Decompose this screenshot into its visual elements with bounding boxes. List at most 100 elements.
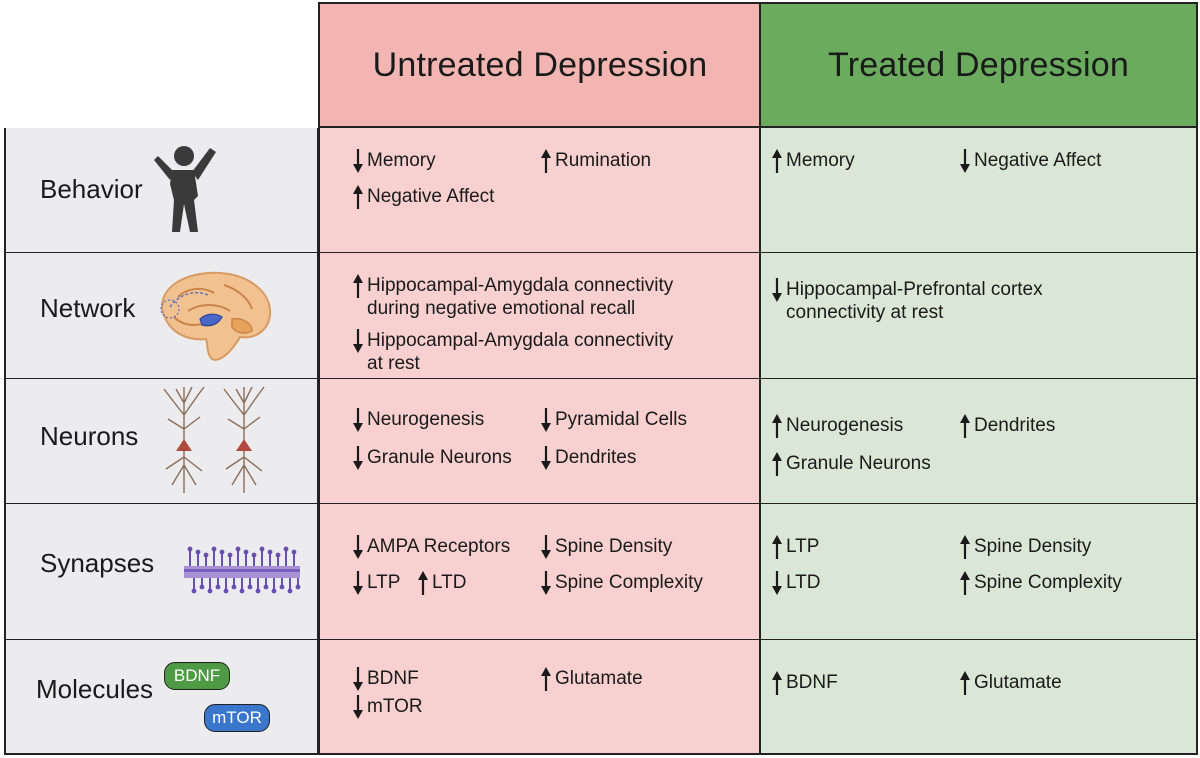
finding-text: Negative Affect	[367, 185, 494, 208]
finding-text: Hippocampal-Amygdala connectivity during …	[367, 274, 673, 320]
finding-line: Hippocampal-Amygdala connectivity	[367, 275, 674, 296]
finding-line: AMPA Receptors	[367, 536, 511, 557]
arrow-down-icon	[772, 571, 782, 595]
arrow-down-icon	[541, 408, 551, 432]
finding-text: LTD	[786, 571, 820, 594]
finding-line: Hippocampal-Amygdala connectivity	[367, 330, 674, 351]
finding-line: Spine Complexity	[555, 572, 703, 593]
finding-text: Rumination	[555, 149, 651, 172]
arrow-down-icon	[541, 535, 551, 559]
arrow-up-icon	[960, 414, 970, 438]
finding-line: Negative Affect	[974, 150, 1102, 171]
arrow-up-icon	[418, 571, 428, 595]
finding-text: BDNF	[786, 671, 838, 694]
finding-text: AMPA Receptors	[367, 535, 510, 558]
arrow-down-icon	[353, 149, 363, 173]
untreated-cell-neurons: Neurogenesis Pyramidal Cells Granule Neuro…	[318, 379, 760, 505]
finding-line: Spine Density	[555, 536, 673, 557]
finding-line: Negative Affect	[367, 186, 495, 207]
arrow-up-icon	[772, 535, 782, 559]
finding-line: during negative emotional recall	[367, 298, 636, 319]
finding-text: Glutamate	[555, 667, 643, 690]
finding-text: Dendrites	[974, 414, 1055, 437]
arrow-down-icon	[353, 695, 363, 719]
arrow-down-icon	[353, 571, 363, 595]
row-label-text: Synapses	[40, 548, 155, 578]
finding-text: Granule Neurons	[786, 452, 931, 475]
finding-text: BDNF	[367, 667, 419, 690]
finding-line: connectivity at rest	[786, 302, 944, 323]
arrow-up-icon	[541, 667, 551, 691]
finding-line: LTP	[786, 536, 820, 557]
finding-text: Glutamate	[974, 671, 1062, 694]
bdnf-badge: BDNF	[164, 662, 230, 690]
finding-line: at rest	[367, 353, 420, 374]
finding-text: LTP	[367, 571, 400, 594]
finding-line: LTP	[367, 572, 401, 593]
finding-text: Neurogenesis	[367, 408, 484, 431]
finding-line: Glutamate	[555, 668, 643, 689]
finding-line: Spine Complexity	[974, 572, 1122, 593]
arrow-up-icon	[772, 149, 782, 173]
finding-line: LTD	[786, 572, 821, 593]
finding-line: Neurogenesis	[786, 415, 904, 436]
finding-line: Dendrites	[555, 447, 637, 468]
finding-text: Negative Affect	[974, 149, 1101, 172]
finding-text: Dendrites	[555, 446, 636, 469]
person-icon	[154, 144, 224, 239]
finding-text: Memory	[786, 149, 855, 172]
arrow-up-icon	[353, 274, 363, 298]
arrow-down-icon	[353, 535, 363, 559]
finding-text: Memory	[367, 149, 436, 172]
row-label-molecules: Molecules BDNF mTOR	[4, 640, 319, 755]
finding-text: Spine Complexity	[555, 571, 703, 594]
finding-text: Pyramidal Cells	[555, 408, 687, 431]
arrow-up-icon	[353, 185, 363, 209]
finding-text: Spine Complexity	[974, 571, 1122, 594]
treated-cell-neurons: Neurogenesis Dendrites Granule Neurons	[759, 379, 1198, 505]
finding-line: Neurogenesis	[367, 409, 485, 430]
arrow-up-icon	[772, 414, 782, 438]
header-treated-label: Treated Depression	[828, 45, 1129, 84]
finding-line: Hippocampal-Prefrontal cortex	[786, 279, 1043, 300]
finding-text: Hippocampal-Amygdala connectivity at rest	[367, 329, 673, 375]
finding-line: Rumination	[555, 150, 652, 171]
treated-cell-behavior: Memory Negative Affect	[759, 128, 1198, 254]
row-label-text: Behavior	[40, 174, 143, 204]
header-treated-depression: Treated Depression	[759, 2, 1198, 128]
header-untreated-label: Untreated Depression	[372, 45, 708, 84]
row-label-text: Neurons	[40, 421, 139, 451]
finding-text: LTD	[432, 571, 466, 594]
row-label-network: Network	[4, 253, 319, 380]
untreated-cell-synapses: AMPA Receptors Spine Density LTP LTD Spine C…	[318, 504, 760, 641]
arrow-down-icon	[541, 571, 551, 595]
finding-line: BDNF	[786, 672, 838, 693]
finding-text: Spine Density	[555, 535, 672, 558]
finding-line: Granule Neurons	[786, 453, 931, 474]
finding-line: Pyramidal Cells	[555, 409, 687, 430]
finding-line: Spine Density	[974, 536, 1092, 557]
arrow-down-icon	[353, 329, 363, 353]
arrow-down-icon	[353, 667, 363, 691]
finding-text: Hippocampal-Prefrontal cortex connectivit…	[786, 278, 1043, 324]
row-label-text: Network	[40, 293, 136, 323]
untreated-cell-network: Hippocampal-Amygdala connectivity during …	[318, 253, 760, 380]
finding-text: Granule Neurons	[367, 446, 512, 469]
finding-line: Memory	[367, 150, 436, 171]
treated-cell-network: Hippocampal-Prefrontal cortex connectivit…	[759, 253, 1198, 380]
row-label-neurons: Neurons	[4, 379, 319, 505]
row-label-text: Molecules	[36, 674, 154, 704]
header-untreated-depression: Untreated Depression	[318, 2, 760, 128]
finding-line: Dendrites	[974, 415, 1056, 436]
treated-cell-synapses: LTP Spine Density LTD Spine Complexity	[759, 504, 1198, 641]
arrow-down-icon	[541, 446, 551, 470]
arrow-up-icon	[960, 671, 970, 695]
arrow-up-icon	[541, 149, 551, 173]
row-label-synapses: Synapses	[4, 504, 319, 641]
finding-text: mTOR	[367, 695, 423, 718]
arrow-down-icon	[960, 149, 970, 173]
arrow-up-icon	[772, 452, 782, 476]
finding-line: Memory	[786, 150, 855, 171]
brain-icon	[148, 267, 278, 372]
untreated-cell-behavior: Memory Rumination Negative Affect	[318, 128, 760, 254]
